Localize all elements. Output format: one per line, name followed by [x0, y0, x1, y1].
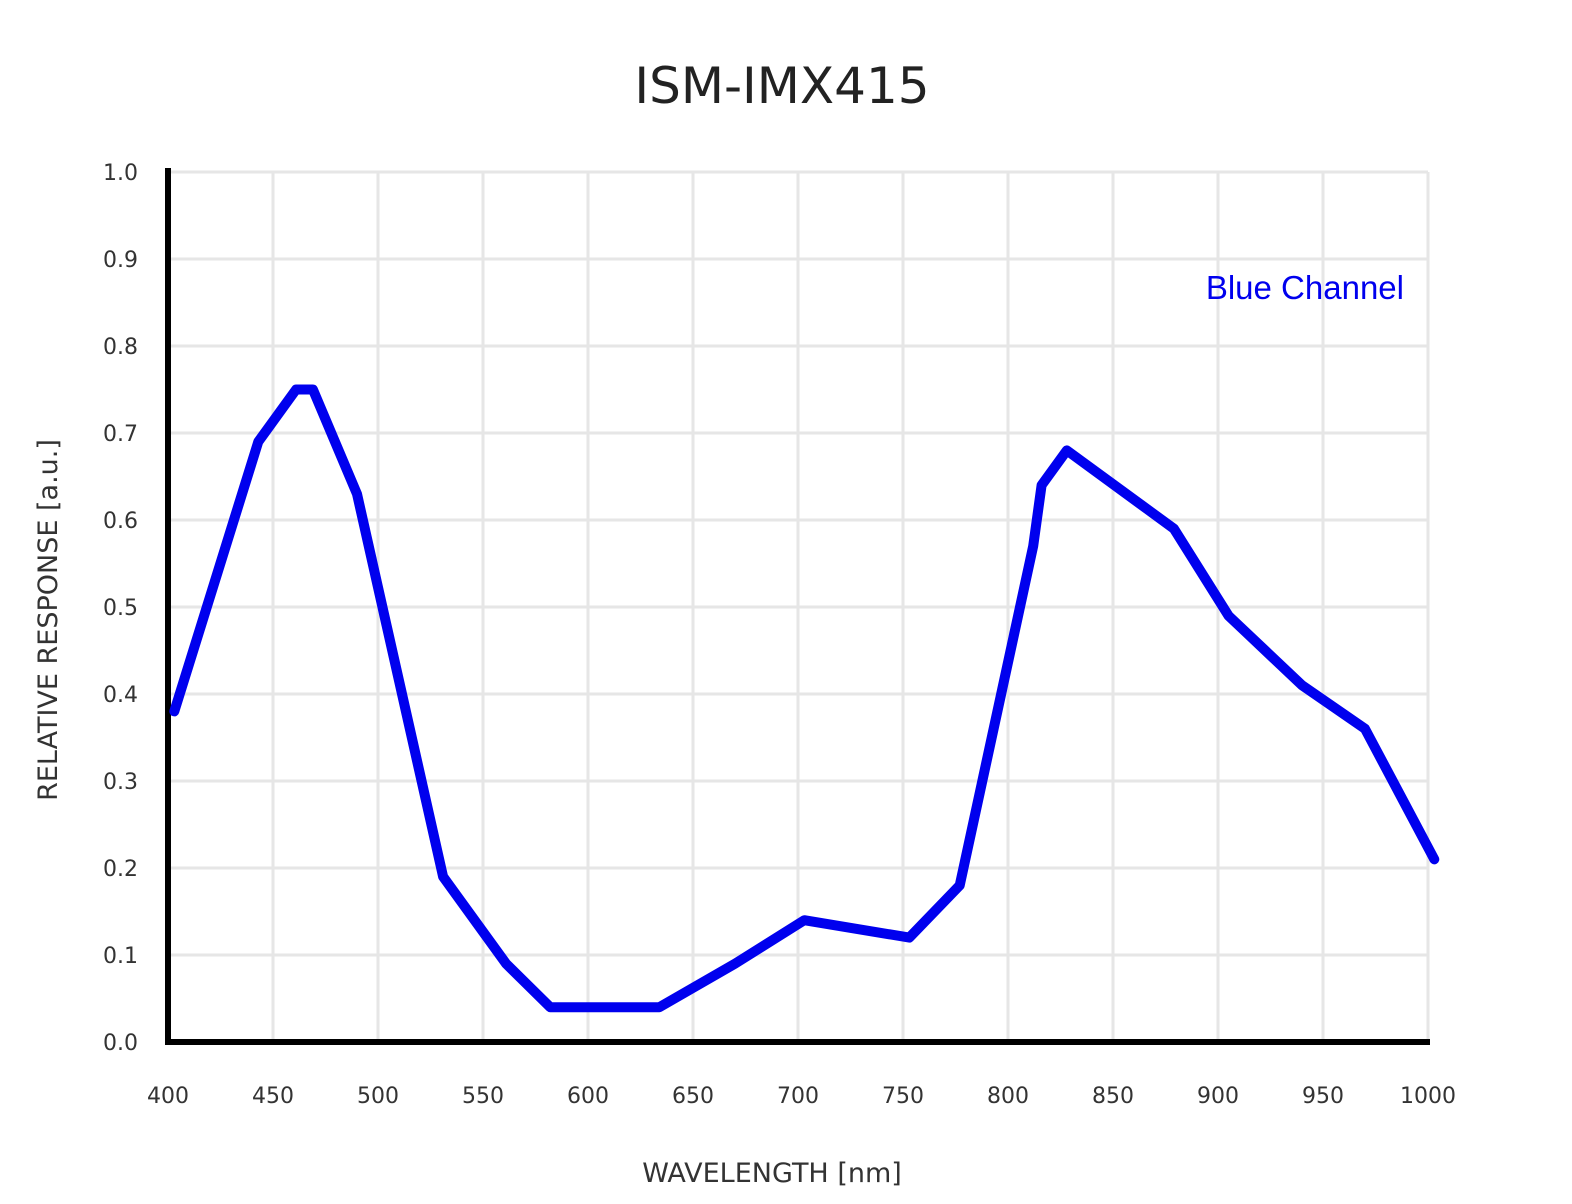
x-tick-labels: 400 450 500 550 600 650 700 750 800 850 900 950 1000: [147, 1084, 1456, 1109]
y-tick-label: 0.1: [103, 944, 138, 969]
y-tick-label: 0.8: [103, 335, 138, 360]
y-tick-label: 0.6: [103, 509, 138, 534]
x-tick-label: 450: [252, 1084, 294, 1109]
x-tick-label: 400: [147, 1084, 189, 1109]
series-line-blue-channel: [169, 384, 1440, 1013]
y-tick-labels: 0.0 0.1 0.2 0.3 0.4 0.5 0.6 0.7 0.8 0.9 1.0: [103, 161, 138, 1056]
legend-label-blue-channel: Blue Channel: [1206, 269, 1404, 306]
y-tick-label: 0.2: [103, 857, 138, 882]
y-tick-label: 0.7: [103, 422, 138, 447]
series-group: [169, 384, 1440, 1013]
x-tick-label: 650: [672, 1084, 714, 1109]
x-tick-label: 700: [777, 1084, 819, 1109]
y-tick-label: 0.9: [103, 248, 138, 273]
x-tick-label: 750: [882, 1084, 924, 1109]
x-tick-label: 850: [1092, 1084, 1134, 1109]
x-tick-label: 900: [1197, 1084, 1239, 1109]
x-tick-label: 500: [357, 1084, 399, 1109]
y-tick-label: 1.0: [103, 161, 138, 186]
x-tick-label: 600: [567, 1084, 609, 1109]
axes: [165, 168, 1430, 1045]
y-tick-label: 0.4: [103, 683, 138, 708]
y-axis-label: RELATIVE RESPONSE [a.u.]: [33, 439, 64, 801]
y-tick-label: 0.3: [103, 770, 138, 795]
y-tick-label: 0.0: [103, 1031, 138, 1056]
x-axis-label: WAVELENGTH [nm]: [642, 1158, 902, 1189]
y-tick-label: 0.5: [103, 596, 138, 621]
x-tick-label: 550: [462, 1084, 504, 1109]
x-tick-label: 1000: [1400, 1084, 1456, 1109]
x-tick-label: 800: [987, 1084, 1029, 1109]
x-tick-label: 950: [1302, 1084, 1344, 1109]
chart-title: ISM-IMX415: [634, 57, 929, 115]
